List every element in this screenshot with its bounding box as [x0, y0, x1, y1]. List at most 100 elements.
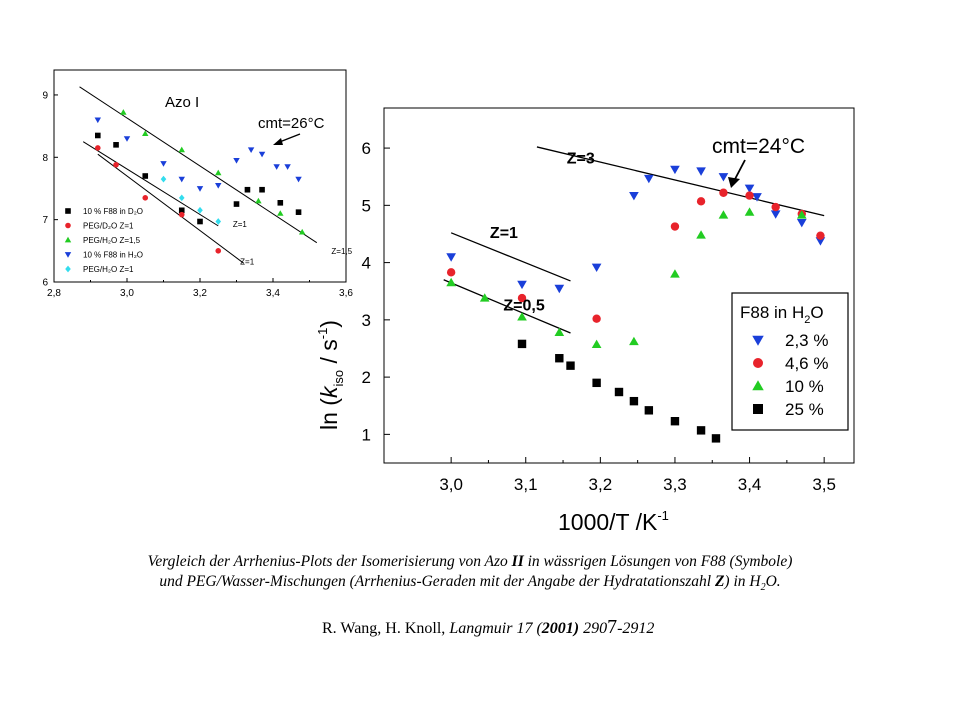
data-point [160, 161, 167, 167]
data-point [178, 207, 185, 214]
data-point [95, 145, 101, 151]
azo-i-line-labels: Z=1,5 Z=1 Z=1 [233, 220, 353, 266]
azo-i-ticks: 2,8 3,0 3,2 3,4 3,6 6 7 8 9 [42, 90, 353, 299]
data-point [591, 339, 602, 349]
f88-cmt-annotation: cmt=24°C [712, 135, 805, 158]
y-tick-label: 6 [42, 278, 48, 289]
arrhenius-fit-line [79, 86, 318, 244]
data-point [160, 175, 167, 183]
hydration-number-label: Z=1 [490, 225, 518, 242]
data-point [796, 210, 807, 219]
y-tick-label: 7 [42, 215, 48, 226]
legend-label: 4,6 % [785, 354, 828, 373]
data-point [591, 263, 602, 273]
reference-authors: R. Wang, H. Knoll, [322, 620, 450, 637]
y-tick-label: 1 [362, 425, 371, 444]
legend-marker [65, 265, 71, 273]
y-tick-label: 9 [42, 90, 48, 101]
data-point [113, 142, 119, 148]
legend-label: PEG/H₂O Z=1,5 [83, 236, 141, 245]
f88-legend-title: F88 in H2O [740, 303, 824, 326]
legend-label: 2,3 % [785, 331, 828, 350]
data-point [696, 230, 706, 239]
x-tick-label: 3,4 [738, 475, 762, 494]
caption-bold: II [511, 553, 524, 570]
x-tick-label: 3,5 [812, 475, 836, 494]
data-point [233, 201, 240, 207]
legend-marker [65, 208, 71, 214]
y-tick-label: 6 [362, 139, 371, 158]
data-point [244, 186, 251, 193]
y-tick-label: 5 [362, 196, 371, 215]
arrhenius-fit-line [82, 141, 219, 227]
azo-i-cmt-arrowhead [273, 138, 283, 145]
data-point [446, 277, 456, 287]
data-point [670, 269, 680, 278]
data-point [696, 197, 706, 206]
data-point [696, 426, 706, 435]
data-point [446, 253, 456, 262]
legend-marker [753, 358, 763, 368]
data-point [95, 132, 101, 139]
arrhenius-fit-line [97, 153, 245, 264]
data-point [744, 207, 755, 216]
hydration-number-label: Z=1,5 [331, 247, 352, 256]
data-point [670, 165, 680, 175]
data-point [770, 210, 781, 219]
f88-cmt-arrow [733, 159, 746, 182]
data-point [178, 194, 185, 202]
caption-text: ) in H [724, 573, 761, 590]
data-point [718, 210, 729, 219]
data-point [178, 146, 185, 153]
azo-i-title: Azo I [165, 94, 199, 111]
data-point [670, 417, 680, 426]
azo-i-fit-lines [79, 86, 318, 264]
data-point [711, 434, 721, 443]
data-point [555, 354, 564, 363]
y-tick-label: 2 [362, 368, 371, 387]
caption-text: in wässrigen Lösungen von F88 (Symbole) [523, 553, 793, 570]
data-point [196, 186, 204, 192]
f88-ticks: 3,0 3,1 3,2 3,3 3,4 3,5 1 2 3 4 5 6 [362, 139, 836, 494]
azo-i-points [94, 109, 306, 254]
reference-pages: 7 [607, 616, 618, 638]
data-point [255, 197, 262, 204]
azo-i-chart: 2,8 3,0 3,2 3,4 3,6 6 7 8 9 Z=1,5 Z=1 Z=1 Azo I cm… [42, 69, 353, 299]
y-tick-label: 8 [42, 153, 48, 164]
data-point [696, 167, 706, 176]
f88-x-axis-label: 1000/T /K-1 [558, 508, 669, 535]
data-point [554, 284, 565, 294]
data-point [259, 186, 265, 193]
legend-marker [65, 222, 71, 229]
hydration-number-label: Z=3 [567, 151, 595, 168]
reference-pages: -2912 [617, 620, 655, 637]
x-tick-label: 3,0 [439, 475, 463, 494]
data-point [295, 209, 302, 215]
data-point [592, 314, 601, 323]
azo-i-cmt-annotation: cmt=26°C [258, 115, 325, 132]
data-point [120, 109, 127, 115]
legend-marker [64, 252, 72, 258]
data-point [178, 211, 185, 218]
legend-marker [64, 236, 72, 243]
legend-label: 10 % [785, 377, 824, 396]
data-point [718, 173, 729, 182]
reference-journal: Langmuir 17 ( [449, 620, 542, 637]
f88-cmt-arrowhead [728, 177, 740, 188]
data-point [197, 218, 203, 225]
data-point [517, 280, 527, 290]
x-tick-label: 3,6 [339, 288, 353, 299]
data-point [629, 336, 639, 346]
data-point [298, 228, 306, 235]
data-point [517, 293, 527, 303]
data-point [277, 210, 284, 216]
literature-reference: R. Wang, H. Knoll, Langmuir 17 (2001) 29… [322, 616, 654, 639]
data-point [197, 206, 203, 214]
data-point [258, 151, 266, 158]
data-point [233, 158, 240, 164]
data-point [644, 174, 654, 184]
data-point [592, 378, 601, 388]
hydration-number-label: Z=0,5 [503, 298, 544, 315]
arrhenius-fit-line [443, 279, 571, 334]
